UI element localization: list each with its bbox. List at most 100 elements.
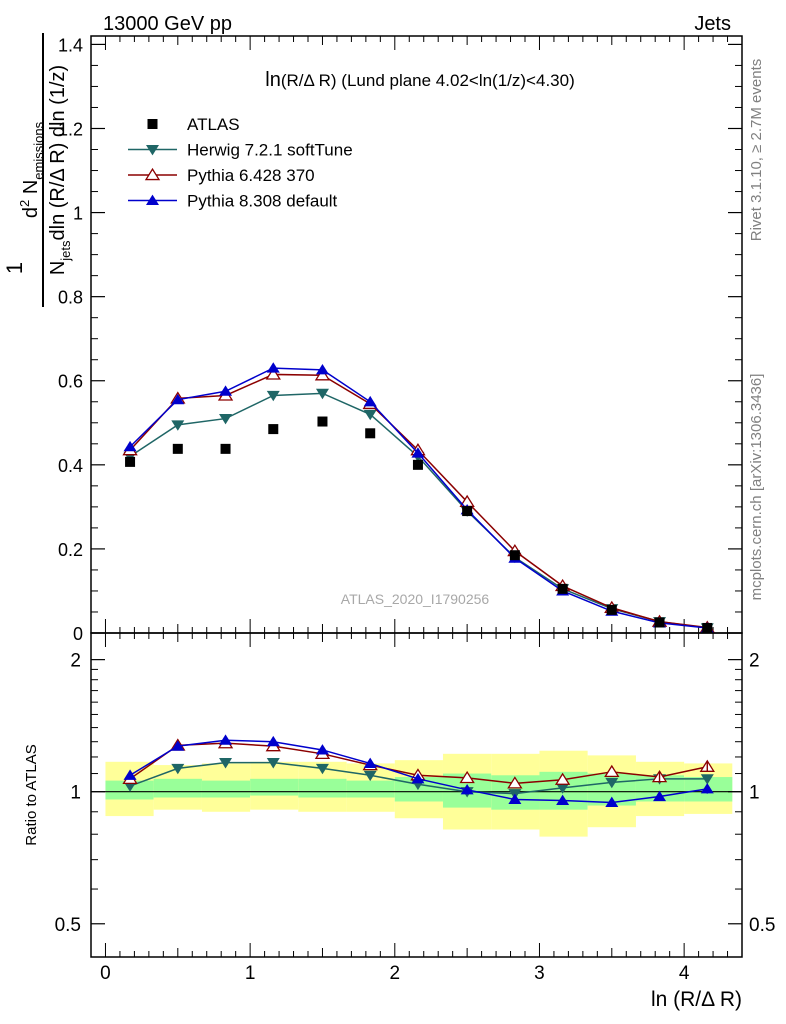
- ratio-series-group: [122, 734, 715, 808]
- ratio-axis-ticks: 0.5 0.5 1 1 2 2 0 1 2 3 4: [55, 633, 775, 984]
- main-data-point: [314, 368, 331, 381]
- ylabel-num-d: d: [20, 207, 42, 218]
- x-tick-label: 0: [100, 963, 111, 984]
- legend-label: ATLAS: [187, 115, 240, 134]
- ratio-data-point: [315, 763, 329, 775]
- ratio-data-point: [507, 776, 523, 789]
- main-series-line: [129, 367, 708, 629]
- x-tick-label: 2: [390, 963, 401, 984]
- legend-entry: ATLAS: [147, 115, 240, 134]
- legend-label: Pythia 6.428 370: [187, 166, 315, 185]
- main-series-group: [122, 362, 715, 634]
- svg-text:Njetsdln (R/Δ R) dln (1/z): Njetsdln (R/Δ R) dln (1/z): [47, 65, 73, 275]
- rivet-version-label: Rivet 3.1.10, ≥ 2.7M events: [748, 59, 765, 242]
- main-plot-title: ln(R/Δ R) (Lund plane 4.02<ln(1/z)<4.30): [265, 69, 574, 91]
- main-series-line: [129, 373, 708, 629]
- main-y-tick-label: 0.2: [58, 540, 83, 560]
- ratio-series-pythia-8-308-default: [123, 734, 714, 808]
- ratio-data-point: [266, 735, 280, 747]
- ratio-data-point: [556, 783, 570, 794]
- main-data-point: [172, 443, 183, 454]
- legend: ATLAS Herwig 7.2.1 softTune Pythia 6.428 3…: [128, 115, 353, 211]
- ratio-plot-frame: [90, 632, 743, 958]
- ratio-uncertainty-bands: [105, 750, 733, 837]
- ratio-data-point: [460, 783, 474, 795]
- main-y-tick-label: 0.8: [58, 288, 83, 308]
- main-data-point: [412, 459, 423, 470]
- main-data-point: [462, 506, 473, 517]
- main-data-point: [509, 550, 520, 561]
- main-y-axis-label: d2 Nemissions Njetsdln (R/Δ R) dln (1/z): [17, 33, 73, 307]
- ratio-data-point: [123, 769, 137, 780]
- ratio-data-point: [219, 734, 233, 745]
- x-axis-label: ln (R/Δ R): [651, 988, 742, 1011]
- ratio-y-tick-label-right: 2: [749, 651, 760, 672]
- main-data-point: [315, 363, 329, 375]
- header-left-label: 13000 GeV pp: [103, 13, 232, 35]
- ylabel-den-sub: jets: [58, 240, 73, 262]
- svg-text:d2 Nemissions: d2 Nemissions: [17, 121, 46, 218]
- main-data-point: [557, 583, 568, 594]
- ylabel-den-rest: dln (R/Δ R) dln (1/z): [47, 65, 69, 241]
- header-right-label: Jets: [694, 13, 731, 35]
- ratio-data-point: [653, 790, 667, 802]
- main-data-point: [317, 416, 328, 427]
- ylabel-num-n: N: [20, 180, 42, 194]
- ratio-data-point: [266, 758, 280, 769]
- legend-entry: Pythia 6.428 370: [128, 166, 315, 185]
- ratio-data-point: [700, 774, 714, 785]
- legend-entry: Pythia 8.308 default: [128, 192, 338, 211]
- ratio-data-point: [556, 794, 570, 806]
- main-data-point: [266, 390, 280, 402]
- main-data-point: [363, 409, 377, 421]
- main-data-point: [171, 393, 185, 405]
- ratio-data-point: [363, 770, 377, 782]
- main-data-point: [411, 447, 425, 458]
- ratio-data-point: [459, 770, 475, 784]
- main-y-tick-label: 1: [73, 204, 83, 224]
- ratio-band-inner: [250, 778, 299, 796]
- ratio-y-tick-label-left: 1: [70, 783, 81, 804]
- ratio-y-axis-label: Ratio to ATLAS: [23, 744, 40, 845]
- legend-marker: [147, 119, 158, 129]
- mcplots-label: mcplots.cern.ch [arXiv:1306.3436]: [748, 374, 765, 601]
- ratio-data-point: [508, 793, 522, 805]
- x-tick-label: 4: [679, 963, 690, 984]
- ratio-data-point: [605, 796, 619, 808]
- legend-marker: [146, 194, 159, 206]
- main-data-point: [219, 385, 233, 396]
- main-data-point: [219, 414, 233, 425]
- ratio-y-tick-label-left: 2: [70, 651, 81, 672]
- main-data-point: [606, 604, 617, 615]
- ratio-data-point: [363, 757, 377, 768]
- legend-entry: Herwig 7.2.1 softTune: [128, 141, 353, 160]
- main-plot-title-ln: ln: [265, 69, 281, 91]
- ratio-y-tick-label-right: 0.5: [749, 915, 775, 936]
- main-axis-ticks: 0 0.2 0.4 0.6 0.8 1 1.2 1.4: [58, 35, 742, 644]
- main-data-point: [123, 440, 137, 452]
- main-data-point: [268, 424, 279, 435]
- ratio-band-inner: [298, 778, 347, 798]
- main-data-point: [365, 428, 376, 439]
- ratio-data-point: [219, 758, 233, 769]
- ratio-band-inner: [153, 778, 202, 798]
- main-y-tick-label: 1.2: [58, 119, 83, 139]
- watermark-analysis: ATLAS_2020_I1790256: [341, 591, 490, 607]
- legend-label: Pythia 8.308 default: [187, 192, 338, 211]
- ratio-plot: 0.5 0.5 1 1 2 2 0 1 2 3 4 Ratio to ATLAS ln (R/Δ R…: [23, 632, 775, 1011]
- main-data-point: [220, 443, 231, 454]
- series-atlas: [125, 416, 713, 633]
- legend-marker: [144, 167, 161, 181]
- main-y-tick-label: 0.4: [58, 456, 83, 476]
- main-plot-title-rest: (R/Δ R) (Lund plane 4.02<ln(1/z)<4.30): [281, 71, 575, 90]
- main-data-point: [265, 367, 281, 380]
- ratio-band-inner: [201, 780, 251, 798]
- legend-label: Herwig 7.2.1 softTune: [187, 141, 353, 160]
- main-data-point: [315, 388, 329, 400]
- main-data-point: [171, 420, 185, 431]
- ratio-data-point: [171, 763, 185, 775]
- ylabel-one: 1: [2, 262, 27, 274]
- ratio-data-point: [315, 744, 329, 755]
- x-tick-label: 1: [245, 963, 256, 984]
